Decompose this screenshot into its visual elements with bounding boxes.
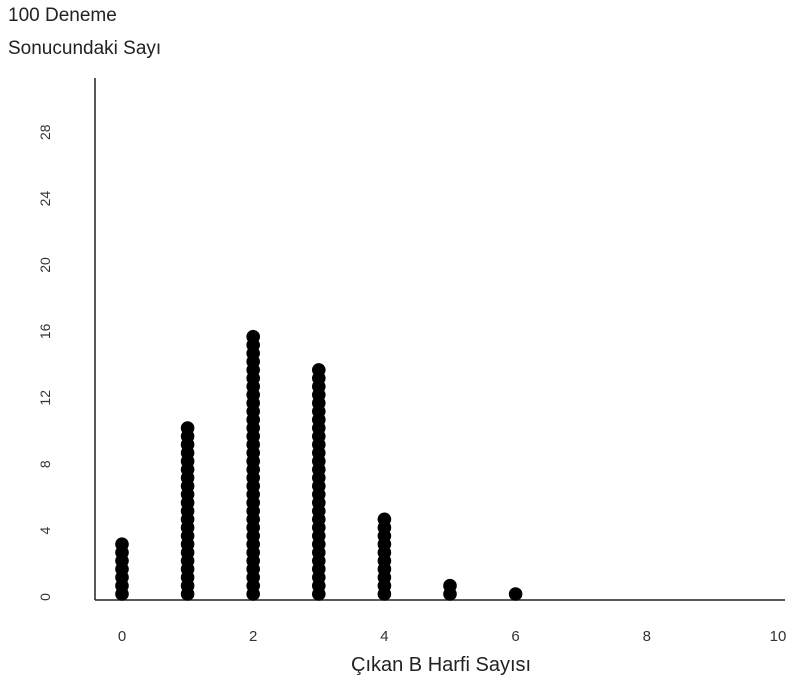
- x-tick-labels: 0 2 4 6 8 10: [118, 628, 787, 645]
- y-tick-label: 28: [37, 124, 53, 140]
- dot-x2: [246, 329, 260, 344]
- x-tick-label: 0: [118, 628, 126, 645]
- dot-x4: [377, 512, 392, 527]
- dot-x1: [180, 421, 195, 435]
- dot-x6: [508, 587, 523, 601]
- dots-layer: [115, 329, 523, 601]
- y-tick-label: 4: [37, 526, 53, 534]
- x-tick-label: 8: [643, 628, 651, 645]
- y-tick-label: 24: [37, 191, 53, 207]
- x-tick-label: 2: [249, 628, 257, 645]
- dot-x5: [443, 578, 457, 593]
- dot-x3: [312, 363, 326, 377]
- y-tick-label: 8: [37, 460, 53, 468]
- x-tick-label: 4: [380, 628, 388, 645]
- x-tick-label: 10: [770, 628, 787, 645]
- y-tick-label: 0: [37, 593, 53, 601]
- y-tick-label: 16: [37, 323, 53, 339]
- y-tick-label: 20: [37, 257, 53, 273]
- y-axis-title-line-1: 100 Deneme: [8, 5, 117, 26]
- x-axis-title: Çıkan B Harfi Sayısı: [351, 654, 532, 676]
- dot-x0: [115, 537, 129, 551]
- x-tick-label: 6: [511, 628, 519, 645]
- y-tick-label: 12: [37, 390, 53, 406]
- y-tick-labels: 0 4 8 12 16 20 24 28: [37, 124, 53, 601]
- y-axis-title-line-2: Sonucundaki Sayı: [8, 38, 162, 59]
